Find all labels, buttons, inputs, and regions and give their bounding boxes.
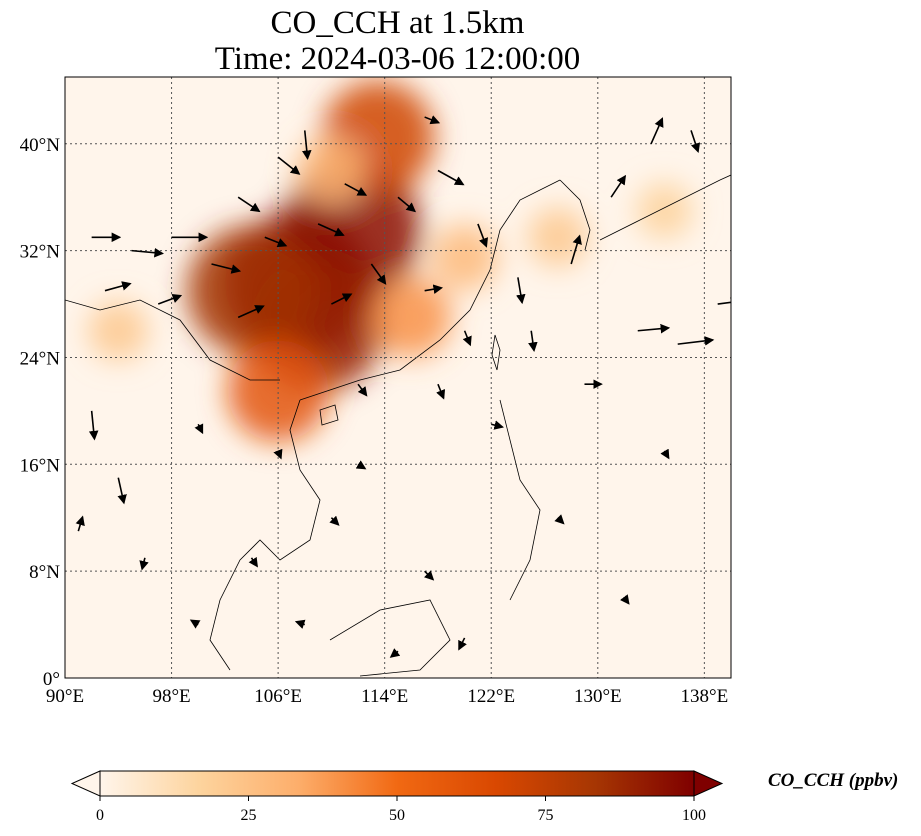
wind-arrow [610, 174, 627, 198]
coastlines [65, 174, 731, 677]
latitude-tick-labels: 0° 8°N 16°N 24°N 32°N 40°N [20, 135, 61, 690]
colorbar-tick-label: 0 [96, 807, 104, 824]
colorbar-tick-label: 75 [538, 807, 554, 824]
wind-arrow [424, 284, 444, 294]
plume-region-6 [371, 277, 452, 358]
lat-tick-label: 24°N [20, 348, 61, 369]
wind-arrow [437, 169, 465, 186]
lon-tick-label: 106°E [254, 686, 302, 707]
wind-arrow [423, 570, 435, 581]
wind-arrow [277, 156, 301, 175]
lat-tick-label: 32°N [20, 242, 61, 263]
gridlines [65, 77, 731, 678]
wind-arrow [211, 263, 242, 274]
map-title-line1: CO_CCH at 1.5km [270, 5, 525, 41]
colorbar-tick-label: 50 [389, 807, 405, 824]
coastline-philippines [499, 399, 541, 601]
wind-arrow [462, 330, 472, 347]
wind-arrow [554, 514, 565, 525]
lon-tick-label: 138°E [681, 686, 729, 707]
wind-arrow [344, 183, 368, 196]
colorbar: 0 25 50 75 100 [70, 770, 724, 824]
wind-arrow [389, 648, 401, 658]
wind-arrow [424, 115, 441, 125]
coastline-china-east [299, 179, 561, 401]
wind-arrow [717, 297, 731, 308]
map-title-line2: Time: 2024-03-06 12:00:00 [214, 41, 581, 77]
coastline-indochina [209, 399, 321, 671]
wind-arrow [237, 305, 265, 319]
wind-arrow [677, 336, 715, 346]
colorbar-label: CO_CCH (ppbv) [768, 770, 899, 791]
wind-arrow [139, 557, 149, 571]
wind-arrow [264, 236, 288, 248]
wind-arrow [273, 448, 283, 460]
colorbar-tick-label: 25 [241, 807, 257, 824]
plume-region-10 [88, 300, 149, 361]
lon-tick-label: 130°E [574, 686, 622, 707]
plume-region-9 [636, 182, 693, 239]
wind-arrow [131, 247, 164, 258]
colorbar-min-extension [70, 770, 101, 797]
wind-arrow [355, 460, 367, 470]
plume-region-5 [227, 339, 330, 442]
wind-arrow [157, 293, 183, 305]
wind-arrow [397, 196, 417, 213]
wind-arrow [88, 410, 99, 441]
wind-arrow [294, 619, 306, 629]
plume-region-7 [431, 223, 498, 291]
lat-tick-label: 8°N [29, 562, 60, 583]
colorbar-max-extension [693, 770, 724, 797]
wind-arrow [75, 515, 85, 532]
coastline-borneo [329, 599, 451, 677]
plume-region-3 [186, 225, 317, 356]
wind-arrow [637, 323, 671, 334]
lon-tick-label: 90°E [46, 686, 84, 707]
lat-tick-label: 0° [43, 669, 60, 690]
plume-region-8 [527, 207, 588, 268]
plume-region-11 [296, 135, 366, 205]
wind-arrow [331, 293, 353, 305]
wind-arrow [570, 234, 582, 265]
colorbar-body [99, 770, 695, 797]
wind-arrow [650, 117, 664, 145]
wind-arrow [237, 196, 261, 213]
lon-tick-label: 122°E [467, 686, 515, 707]
wind-arrow [620, 594, 630, 605]
coastline-japan [599, 174, 731, 241]
wind-arrow [370, 263, 387, 285]
wind-arrow [104, 281, 132, 292]
coastline-korea [559, 179, 591, 251]
wind-arrow [660, 448, 670, 460]
wind-arrow [491, 420, 504, 430]
colorbar-tick-label: 100 [682, 807, 706, 824]
wind-arrow [117, 477, 127, 505]
colorbar-ticks: 0 25 50 75 100 [96, 796, 706, 824]
lon-tick-label: 98°E [152, 686, 190, 707]
lat-tick-label: 40°N [20, 135, 61, 156]
map-frame [64, 76, 732, 679]
border-china-west [65, 299, 280, 381]
wind-arrow [458, 637, 467, 651]
wind-vectors [75, 115, 731, 658]
wind-arrow [194, 423, 204, 435]
wind-arrow [690, 130, 701, 153]
wind-arrow [189, 619, 201, 629]
wind-arrow [477, 223, 489, 248]
longitude-tick-labels: 90°E 98°E 106°E 114°E 122°E 130°E 138°E [46, 686, 728, 707]
wind-arrow [329, 515, 340, 526]
wind-arrow [301, 130, 312, 161]
wind-arrow [516, 277, 526, 305]
coastline-taiwan [491, 334, 501, 371]
wind-arrow [317, 223, 345, 237]
lon-tick-label: 114°E [361, 686, 408, 707]
wind-arrow [357, 383, 368, 397]
lat-tick-label: 16°N [20, 455, 61, 476]
wind-arrow [248, 556, 258, 568]
wind-arrow [436, 383, 446, 400]
wind-arrow [528, 330, 538, 352]
coastline-hainan [319, 404, 339, 426]
